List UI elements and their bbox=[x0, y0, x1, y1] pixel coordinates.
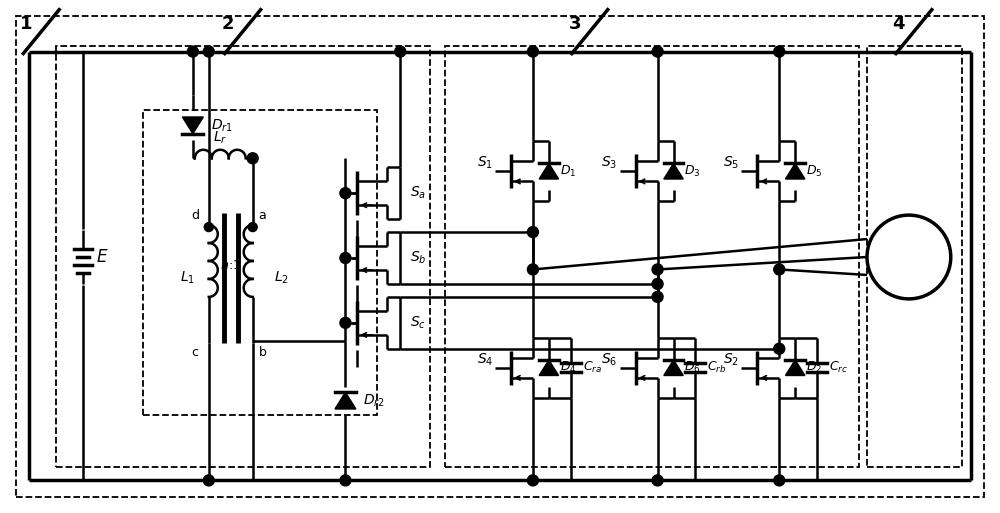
Polygon shape bbox=[539, 164, 559, 179]
Circle shape bbox=[203, 46, 214, 57]
Text: 4: 4 bbox=[893, 15, 905, 33]
Text: $D_5$: $D_5$ bbox=[806, 164, 823, 179]
Circle shape bbox=[340, 252, 351, 264]
Circle shape bbox=[527, 475, 538, 486]
Circle shape bbox=[652, 279, 663, 289]
Text: $S_5$: $S_5$ bbox=[723, 155, 739, 171]
Circle shape bbox=[340, 475, 351, 486]
Text: $L_1$: $L_1$ bbox=[180, 270, 195, 286]
Circle shape bbox=[774, 46, 785, 57]
Circle shape bbox=[774, 475, 785, 486]
Circle shape bbox=[527, 264, 538, 275]
Text: $S_1$: $S_1$ bbox=[477, 155, 493, 171]
Circle shape bbox=[247, 153, 258, 164]
Text: 1: 1 bbox=[20, 15, 33, 33]
Bar bbox=[867, 46, 962, 467]
Text: $D_2$: $D_2$ bbox=[806, 360, 822, 375]
Text: $C_{rb}$: $C_{rb}$ bbox=[707, 360, 727, 375]
Text: $S_6$: $S_6$ bbox=[601, 351, 618, 368]
Text: $L_2$: $L_2$ bbox=[274, 270, 289, 286]
Text: $D_3$: $D_3$ bbox=[684, 164, 701, 179]
Text: $S_3$: $S_3$ bbox=[601, 155, 618, 171]
Text: $S_4$: $S_4$ bbox=[477, 351, 493, 368]
Circle shape bbox=[527, 227, 538, 238]
Circle shape bbox=[203, 475, 214, 486]
Circle shape bbox=[340, 318, 351, 328]
Text: $S_c$: $S_c$ bbox=[410, 314, 426, 331]
Circle shape bbox=[652, 475, 663, 486]
Text: $D_1$: $D_1$ bbox=[560, 164, 576, 179]
Circle shape bbox=[527, 46, 538, 57]
Text: d: d bbox=[191, 209, 199, 222]
Text: $D_{r1}$: $D_{r1}$ bbox=[211, 117, 233, 133]
Text: $C_{ra}$: $C_{ra}$ bbox=[583, 360, 602, 375]
Polygon shape bbox=[664, 164, 683, 179]
Text: $L_r$: $L_r$ bbox=[213, 130, 227, 146]
Text: $D_4$: $D_4$ bbox=[560, 360, 576, 375]
Circle shape bbox=[867, 215, 951, 299]
Circle shape bbox=[248, 223, 257, 231]
Circle shape bbox=[340, 188, 351, 199]
Text: $S_a$: $S_a$ bbox=[410, 185, 426, 202]
Polygon shape bbox=[785, 360, 805, 376]
Circle shape bbox=[652, 264, 663, 275]
Text: $D_6$: $D_6$ bbox=[684, 360, 701, 375]
Text: $S_2$: $S_2$ bbox=[723, 351, 739, 368]
Circle shape bbox=[652, 46, 663, 57]
Text: a: a bbox=[259, 209, 266, 222]
Text: 2: 2 bbox=[221, 15, 234, 33]
Text: c: c bbox=[191, 346, 198, 359]
Text: $D_{r2}$: $D_{r2}$ bbox=[363, 392, 385, 409]
Circle shape bbox=[204, 223, 213, 231]
Text: b: b bbox=[259, 346, 267, 359]
Circle shape bbox=[774, 264, 785, 275]
Circle shape bbox=[652, 291, 663, 302]
Circle shape bbox=[187, 46, 198, 57]
Text: $S_b$: $S_b$ bbox=[410, 250, 427, 266]
Polygon shape bbox=[335, 392, 356, 409]
Text: $E$: $E$ bbox=[96, 248, 109, 266]
Circle shape bbox=[395, 46, 406, 57]
Text: $n\!:\!1$: $n\!:\!1$ bbox=[220, 260, 242, 272]
Text: BLD: BLD bbox=[893, 241, 924, 255]
Polygon shape bbox=[182, 117, 203, 134]
Circle shape bbox=[774, 343, 785, 354]
Bar bbox=[445, 46, 859, 467]
Polygon shape bbox=[664, 360, 683, 376]
Polygon shape bbox=[785, 164, 805, 179]
Bar bbox=[143, 110, 377, 415]
Polygon shape bbox=[539, 360, 559, 376]
Text: CM: CM bbox=[897, 264, 921, 278]
Bar bbox=[56, 46, 430, 467]
Text: $C_{rc}$: $C_{rc}$ bbox=[829, 360, 848, 375]
Text: 3: 3 bbox=[569, 15, 581, 33]
